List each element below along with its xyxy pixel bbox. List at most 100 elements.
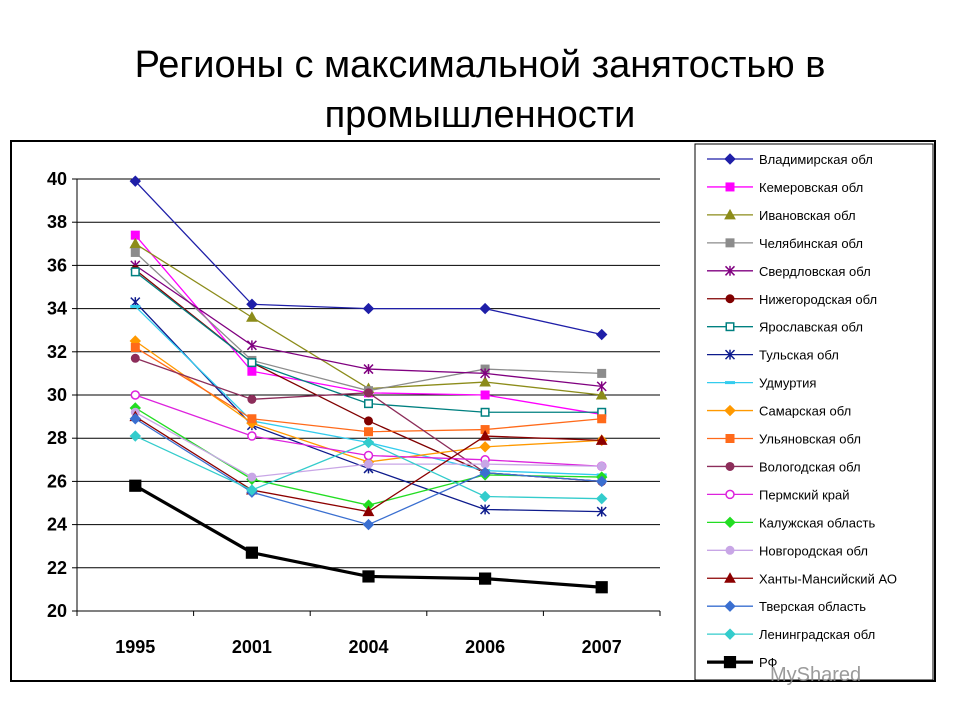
legend-label: Тверская область bbox=[759, 599, 866, 614]
legend-item: Тульская обл bbox=[707, 348, 839, 363]
legend-swatch-marker bbox=[724, 349, 736, 360]
y-tick-label: 32 bbox=[47, 342, 67, 362]
y-tick-label: 30 bbox=[47, 385, 67, 405]
legend-swatch-marker bbox=[724, 265, 736, 276]
y-tick-label: 34 bbox=[47, 299, 67, 319]
legend-label: Нижегородская обл bbox=[759, 292, 877, 307]
legend-label: РФ bbox=[759, 655, 778, 670]
legend-item: Ульяновская обл bbox=[707, 432, 861, 447]
data-point bbox=[595, 475, 608, 488]
data-point bbox=[364, 399, 373, 409]
legend-item: Тверская область bbox=[707, 599, 866, 614]
y-tick-label: 20 bbox=[47, 601, 67, 621]
data-point bbox=[129, 479, 142, 492]
data-point bbox=[364, 388, 373, 398]
legend-label: Ханты-Мансийский АО bbox=[759, 571, 897, 586]
legend-swatch-marker bbox=[725, 434, 735, 443]
data-point bbox=[597, 414, 607, 424]
data-point bbox=[596, 506, 607, 517]
legend-item: Калужская область bbox=[707, 515, 875, 530]
series-0 bbox=[129, 175, 608, 341]
data-point bbox=[130, 267, 140, 277]
legend-swatch-marker bbox=[724, 404, 736, 417]
legend-swatch-marker bbox=[724, 153, 736, 165]
data-point bbox=[247, 472, 257, 482]
data-point bbox=[362, 436, 375, 449]
legend-swatch-marker bbox=[723, 656, 737, 669]
series-6 bbox=[130, 267, 607, 417]
legend-label: Ярославская обл bbox=[759, 320, 863, 335]
chart-frame: 20 22 24 26 28 30 32 34 36 38 40 1995 2001 2004 2006 20… bbox=[10, 140, 936, 682]
data-point bbox=[246, 311, 258, 322]
legend-label: Ивановская обл bbox=[759, 208, 856, 223]
legend-swatch-marker bbox=[725, 461, 735, 471]
data-point bbox=[595, 328, 608, 341]
y-tick-label: 22 bbox=[47, 558, 67, 578]
legend-item: Ханты-Мансийский АО bbox=[707, 571, 897, 586]
data-point bbox=[130, 353, 140, 363]
series-layer bbox=[129, 175, 608, 594]
data-point bbox=[364, 427, 373, 437]
legend-label: Новгородская обл bbox=[759, 543, 868, 558]
legend-swatch-marker bbox=[725, 294, 735, 304]
legend-item: Пермский край bbox=[707, 487, 849, 502]
legend-label: Калужская область bbox=[759, 515, 875, 530]
legend-item: Новгородская обл bbox=[707, 543, 868, 558]
data-point bbox=[363, 364, 374, 375]
line-chart: 20 22 24 26 28 30 32 34 36 38 40 1995 2001 2004 2006 20… bbox=[47, 143, 934, 681]
data-point bbox=[247, 431, 257, 441]
data-point bbox=[364, 416, 373, 426]
data-point bbox=[479, 430, 491, 441]
data-point bbox=[245, 546, 259, 559]
data-point bbox=[247, 358, 257, 368]
series-4 bbox=[130, 260, 607, 392]
data-point bbox=[364, 459, 373, 469]
data-point bbox=[479, 376, 491, 387]
data-point bbox=[480, 504, 491, 515]
data-point bbox=[246, 298, 258, 310]
legend-label: Вологодская обл bbox=[759, 459, 861, 474]
series-18 bbox=[129, 479, 608, 594]
data-point bbox=[130, 247, 140, 257]
data-point bbox=[362, 518, 375, 531]
legend-label: Челябинская обл bbox=[759, 236, 863, 251]
data-point bbox=[362, 302, 375, 315]
legend-label: Тульская обл bbox=[759, 348, 839, 363]
legend-swatch-marker bbox=[725, 182, 735, 192]
legend-label: Свердловская обл bbox=[759, 264, 871, 279]
data-point bbox=[362, 505, 375, 517]
data-point bbox=[129, 237, 142, 249]
data-point bbox=[595, 388, 608, 400]
data-point bbox=[247, 366, 257, 376]
data-point bbox=[246, 340, 257, 351]
legend: Владимирская обл Кемеровская обл Ивановска… bbox=[694, 143, 934, 681]
data-point bbox=[479, 467, 491, 479]
legend-item: Удмуртия bbox=[707, 376, 816, 391]
legend-swatch-marker bbox=[724, 572, 736, 583]
legend-item: Ярославская обл bbox=[707, 320, 863, 335]
data-point bbox=[129, 413, 142, 425]
watermark-text: MyShared bbox=[770, 664, 862, 686]
series-10 bbox=[130, 342, 607, 437]
data-point bbox=[363, 450, 374, 461]
legend-item: Челябинская обл bbox=[707, 236, 863, 251]
legend-swatch-marker bbox=[724, 628, 736, 640]
data-point bbox=[247, 414, 257, 424]
data-point bbox=[595, 581, 608, 594]
legend-item: Самарская обл bbox=[707, 404, 851, 419]
y-tick-label: 24 bbox=[47, 515, 67, 535]
legend-swatch-marker bbox=[725, 545, 735, 555]
legend-label: Самарская обл bbox=[759, 404, 851, 419]
x-tick-label: 2004 bbox=[348, 637, 388, 657]
legend-swatch-marker bbox=[725, 238, 735, 248]
data-point bbox=[595, 434, 608, 445]
legend-item: Ивановская обл bbox=[707, 208, 856, 223]
legend-swatch-marker bbox=[724, 516, 736, 529]
legend-label: Удмуртия bbox=[759, 376, 816, 391]
legend-item: Нижегородская обл bbox=[707, 292, 877, 307]
data-point bbox=[247, 394, 257, 404]
data-point bbox=[480, 407, 490, 417]
data-point bbox=[130, 342, 140, 352]
data-point bbox=[129, 175, 142, 187]
x-tick-label: 2006 bbox=[465, 637, 505, 657]
